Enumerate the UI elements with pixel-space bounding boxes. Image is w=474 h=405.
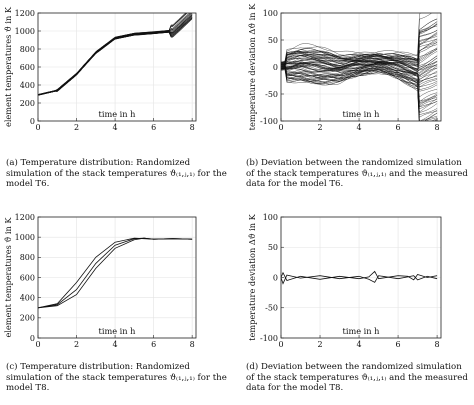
y-tick-label: -100	[260, 117, 278, 126]
y-tick-label: 400	[20, 81, 35, 90]
x-tick-label: 2	[74, 123, 79, 132]
ensemble-line	[281, 25, 438, 66]
x-axis-label: time in h	[343, 109, 381, 119]
y-tick-label: 100	[263, 213, 278, 222]
y-tick-label: 0	[273, 63, 278, 72]
x-tick-label: 4	[113, 123, 118, 132]
series-line-2	[281, 274, 438, 285]
x-tick-label: 4	[357, 340, 362, 349]
ensemble-line	[281, 59, 438, 70]
ensemble-line	[281, 68, 438, 113]
series-line-1	[281, 270, 438, 281]
y-tick-label: 0	[30, 334, 35, 343]
y-tick-label: -50	[265, 90, 278, 99]
panel-d-chart: 0 2 4 6 8 -100 -50 0 50 100 time in h temperature d…	[247, 213, 442, 349]
y-tick-label: 1200	[15, 9, 35, 18]
x-tick-label: 6	[396, 340, 401, 349]
ensemble-line	[281, 55, 438, 71]
x-tick-label: 8	[435, 123, 440, 132]
ensemble-line	[281, 34, 438, 65]
y-tick-label: -50	[265, 304, 278, 313]
panel-c-chart: 0 2 4 6 8 0 200 400 600 800 1000 1200 time in h eleme…	[3, 213, 197, 349]
y-tick-label: 100	[263, 9, 278, 18]
series-group	[281, 270, 438, 285]
caption-a: (a) Temperature distribution: Randomized…	[6, 158, 227, 190]
x-tick-label: 8	[435, 340, 440, 349]
ensemble-line	[281, 24, 438, 64]
y-axis-label: temperature deviation Δϑ in K	[247, 213, 257, 340]
y-tick-label: 0	[273, 273, 278, 282]
y-tick-label: 800	[20, 45, 35, 54]
ensemble-line	[281, 42, 438, 67]
ensemble-line	[281, 67, 438, 121]
x-tick-label: 8	[190, 340, 195, 349]
y-tick-label: 1200	[15, 213, 35, 222]
ensemble-line	[281, 65, 438, 104]
x-tick-label: 0	[278, 123, 283, 132]
x-tick-label: 0	[278, 340, 283, 349]
ensemble-line	[281, 13, 422, 65]
ensemble-line	[281, 41, 438, 67]
ensemble-line	[38, 15, 193, 96]
x-tick-label: 0	[35, 340, 40, 349]
ensemble-line	[281, 33, 438, 66]
series-group	[281, 13, 438, 121]
series-group	[38, 13, 193, 96]
ensemble-line	[281, 63, 438, 88]
x-axis-label: time in h	[343, 326, 381, 336]
ensemble-line	[281, 40, 438, 66]
y-tick-label: -100	[260, 334, 278, 343]
panel-b-chart: 0 2 4 6 8 -100 -50 0 50 100 time in h temperature d…	[247, 3, 442, 132]
x-tick-label: 6	[151, 340, 156, 349]
x-tick-label: 2	[317, 123, 322, 132]
y-tick-label: 600	[20, 63, 35, 72]
y-axis-label: element temperatures ϑ in K	[3, 6, 13, 127]
ensemble-line	[38, 13, 192, 96]
x-tick-label: 2	[317, 340, 322, 349]
y-tick-label: 50	[268, 243, 278, 252]
ensemble-line	[281, 60, 438, 74]
ensemble-line	[38, 13, 188, 95]
ensemble-line	[281, 49, 438, 70]
ensemble-line	[281, 13, 433, 62]
ensemble-line	[281, 61, 438, 77]
ensemble-line	[281, 69, 438, 121]
y-tick-label: 1000	[15, 27, 35, 36]
panel-a-chart: 0 2 4 6 8 0 200 400 600 800 1000 1200 time in h eleme…	[3, 6, 197, 132]
y-axis-label: element temperatures ϑ in K	[3, 217, 13, 338]
caption-d: (d) Deviation between the randomized sim…	[246, 362, 468, 394]
y-axis-label: temperature deviation Δϑ in K	[247, 3, 257, 130]
ensemble-line	[281, 18, 438, 65]
x-tick-label: 0	[35, 123, 40, 132]
series-group	[38, 237, 193, 309]
x-tick-label: 4	[113, 340, 118, 349]
x-tick-label: 4	[357, 123, 362, 132]
ensemble-line	[38, 18, 193, 96]
ensemble-line	[281, 65, 438, 110]
caption-c: (c) Temperature distribution: Randomized…	[6, 362, 227, 394]
y-tick-label: 400	[20, 293, 35, 302]
y-tick-label: 600	[20, 273, 35, 282]
y-tick-label: 200	[20, 99, 35, 108]
caption-b: (b) Deviation between the randomized sim…	[246, 158, 468, 190]
y-tick-label: 50	[268, 36, 278, 45]
x-tick-label: 8	[190, 123, 195, 132]
y-tick-label: 200	[20, 314, 35, 323]
x-axis-label: time in h	[99, 109, 137, 119]
y-tick-label: 800	[20, 253, 35, 262]
x-tick-label: 2	[74, 340, 79, 349]
x-tick-label: 6	[151, 123, 156, 132]
series-line-3	[38, 237, 193, 309]
y-tick-label: 1000	[15, 233, 35, 242]
x-axis-label: time in h	[99, 326, 137, 336]
x-tick-label: 6	[396, 123, 401, 132]
y-tick-label: 0	[30, 117, 35, 126]
